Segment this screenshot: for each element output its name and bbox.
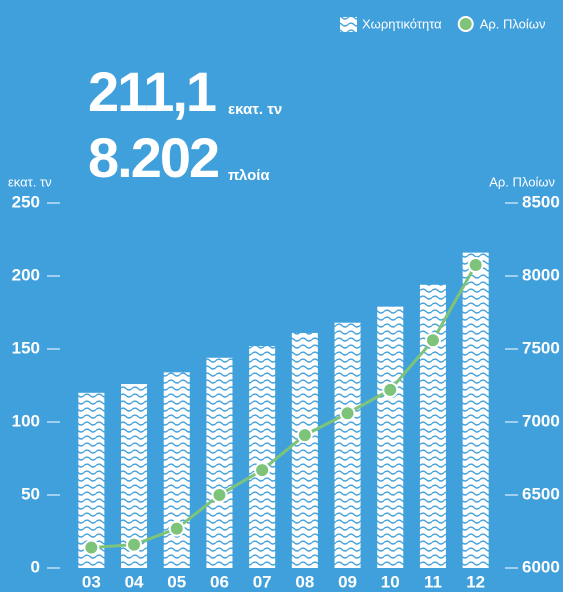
legend-label: Αρ. Πλοίων	[480, 16, 546, 31]
y-tick-label: 100	[12, 411, 40, 430]
x-tick-label: 12	[466, 572, 485, 591]
x-tick-label: 04	[125, 572, 144, 591]
headline-value: 211,1	[88, 60, 216, 123]
x-tick-label: 05	[167, 572, 186, 591]
headline-unit: πλοία	[228, 167, 270, 184]
x-tick-label: 08	[295, 572, 314, 591]
line	[91, 264, 477, 550]
point	[168, 520, 185, 537]
point	[467, 257, 484, 274]
x-tick-label: 03	[82, 572, 101, 591]
point	[254, 462, 271, 479]
x-tick-label: 11	[424, 572, 442, 591]
headline-unit: εκατ. τν	[228, 101, 282, 118]
y-tick-label: 50	[21, 484, 40, 503]
point	[126, 536, 143, 553]
y-tick-label: 0	[31, 557, 40, 576]
y2-axis-label: Αρ. Πλοίων	[489, 174, 555, 189]
bar	[291, 332, 318, 568]
bar	[419, 284, 446, 568]
legend-swatch	[340, 17, 357, 32]
x-tick-label: 07	[253, 572, 272, 591]
y2-tick-label: 7000	[522, 411, 560, 430]
bar	[163, 372, 190, 568]
bar	[78, 392, 105, 568]
x-tick-label: 09	[338, 572, 357, 591]
legend-label: Χωρητικότητα	[362, 16, 442, 31]
point	[211, 487, 228, 503]
point	[382, 381, 399, 398]
bar	[377, 306, 404, 568]
y-axis-label: εκατ. τν	[8, 174, 52, 189]
y2-tick-label: 8000	[522, 265, 560, 284]
legend-swatch	[457, 16, 474, 32]
headline-value: 8.202	[88, 126, 218, 189]
y-tick-label: 250	[12, 192, 40, 211]
bar	[334, 322, 361, 568]
x-tick-label: 10	[381, 572, 400, 591]
y2-tick-label: 8500	[522, 192, 560, 211]
point	[296, 427, 313, 444]
point	[83, 539, 100, 556]
bar	[206, 357, 233, 568]
y2-tick-label: 7500	[522, 338, 560, 357]
bar	[249, 346, 276, 568]
y2-tick-label: 6500	[522, 484, 560, 503]
point	[339, 405, 356, 422]
point	[424, 332, 441, 349]
y-tick-label: 200	[12, 265, 40, 284]
y-tick-label: 150	[12, 338, 40, 357]
bar	[462, 252, 489, 568]
y2-tick-label: 6000	[522, 557, 560, 576]
x-tick-label: 06	[210, 572, 229, 591]
